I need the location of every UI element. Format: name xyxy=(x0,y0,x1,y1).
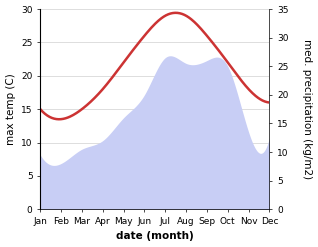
Y-axis label: med. precipitation (kg/m2): med. precipitation (kg/m2) xyxy=(302,39,313,179)
Y-axis label: max temp (C): max temp (C) xyxy=(5,73,16,145)
X-axis label: date (month): date (month) xyxy=(116,231,194,242)
